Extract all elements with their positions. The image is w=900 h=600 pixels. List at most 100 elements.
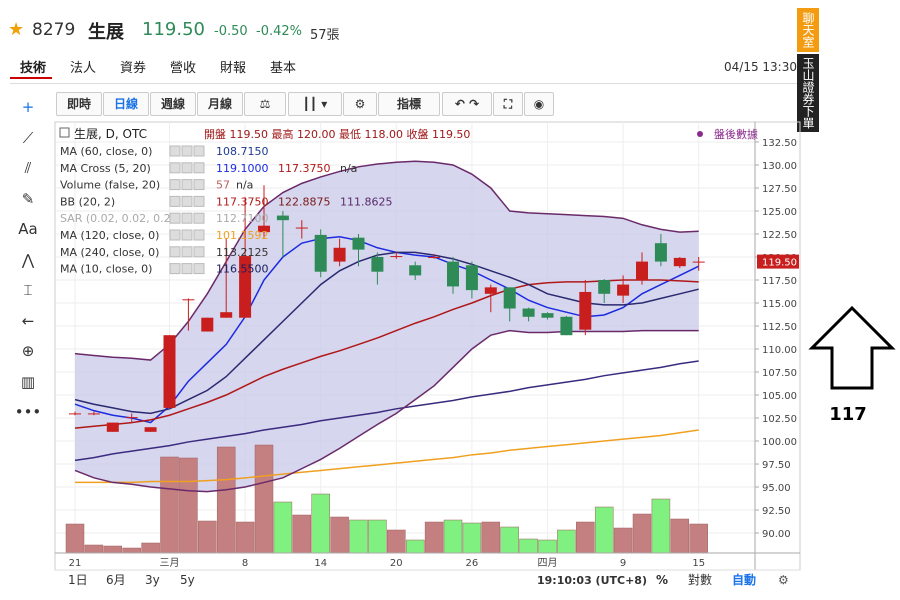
volume-bar (273, 501, 293, 554)
order-button[interactable]: 玉山證券下單 (797, 54, 819, 132)
candle-body (636, 261, 648, 280)
text-tool[interactable]: Aa (18, 220, 38, 238)
bb-fill (75, 161, 699, 492)
snapshot-button[interactable]: ◉ (524, 92, 554, 116)
tool[interactable]: ✎ (21, 189, 35, 208)
tool[interactable]: ⌶ (23, 281, 33, 299)
volume-bar (557, 529, 576, 554)
candle-body (579, 291, 592, 330)
y-tick-label: 130.00 (762, 161, 797, 172)
y-tick-label: 100.00 (762, 437, 797, 448)
range-button[interactable]: 1日 (68, 573, 88, 587)
y-tick-label: 97.50 (762, 460, 791, 471)
tool[interactable]: ••• (14, 403, 42, 421)
price-tag-label: 119.50 (762, 258, 797, 269)
toolbar-button[interactable]: 即時 (56, 92, 102, 116)
volume-bar (405, 539, 425, 554)
volume-bar (160, 456, 179, 554)
tab[interactable]: 技術 (20, 61, 47, 76)
candle-body (598, 279, 611, 294)
tool[interactable]: ▥ (20, 372, 36, 391)
stock-code: 8279 (32, 20, 76, 40)
x-tick-label: 15 (692, 558, 705, 569)
fullscreen-button[interactable]: ⛶ (493, 92, 523, 116)
indicator-line (74, 360, 699, 462)
tab[interactable]: 資券 (120, 61, 147, 76)
auto-toggle[interactable]: 自動 (732, 572, 756, 587)
toolbar-button[interactable]: 月線 (197, 92, 243, 116)
settings-button[interactable]: ⚙ (343, 92, 377, 116)
candle-body (239, 256, 252, 318)
tool[interactable]: ⟋ (22, 128, 34, 147)
study-icon (193, 179, 205, 191)
tool[interactable]: + (21, 98, 35, 116)
volume-bar (368, 519, 387, 554)
volume-bar (179, 457, 198, 554)
indicator-line (74, 235, 700, 424)
tool[interactable]: ← (21, 311, 35, 330)
study-icon (181, 229, 193, 241)
y-tick-label: 110.00 (762, 345, 797, 356)
candle-body (87, 413, 100, 415)
candle-body (503, 287, 516, 309)
toolbar-button[interactable]: 週線 (150, 92, 196, 116)
tab[interactable]: 財報 (220, 61, 247, 76)
chart-style-button[interactable]: ┃┃ ▾ (288, 92, 342, 116)
study-value: 108.7150 (216, 145, 269, 158)
range-button[interactable]: 6月 (106, 573, 126, 587)
annotation-arrow (808, 305, 896, 390)
log-toggle[interactable]: 對數 (688, 573, 712, 587)
indicator-button[interactable]: 指標 (378, 92, 440, 116)
tab[interactable]: 基本 (270, 61, 297, 76)
study-name: Volume (false, 20) (60, 179, 160, 192)
candle-body (541, 313, 554, 318)
favorite-star[interactable]: ★ (8, 19, 25, 40)
volume-bar (689, 523, 708, 554)
study-value: 122.8875 (278, 195, 331, 208)
study-value: 119.1000 (216, 162, 269, 175)
range-button[interactable]: 3y (145, 573, 160, 587)
tool[interactable]: ⊕ (21, 342, 35, 360)
study-icon (193, 212, 205, 224)
percent-toggle[interactable]: % (656, 573, 668, 587)
tab[interactable]: 營收 (170, 61, 197, 76)
volume-bar (235, 521, 255, 554)
range-button[interactable]: 5y (180, 573, 195, 587)
candle-body (314, 234, 327, 272)
candle-body (144, 427, 157, 432)
chat-button[interactable]: 聊天室 (797, 8, 819, 52)
legend-toggle (59, 127, 70, 138)
volume-bar (198, 520, 217, 554)
compare-button[interactable]: ⚖ (244, 92, 286, 116)
candle-body (371, 256, 384, 272)
toolbar-button[interactable]: 日線 (103, 92, 149, 116)
volume-bar (651, 498, 671, 554)
price: 119.50 (142, 19, 205, 40)
volume-bar (65, 523, 85, 554)
volume-bar (500, 526, 519, 554)
study-icon (181, 162, 193, 174)
tool[interactable]: ⫽ (24, 159, 32, 177)
study-icon (169, 229, 181, 241)
candle-body (654, 243, 667, 262)
candle-body (276, 215, 289, 221)
study-value: 112.7100 (216, 212, 269, 225)
y-tick-label: 95.00 (762, 483, 791, 494)
tab[interactable]: 法人 (70, 61, 97, 76)
undo-redo[interactable]: ↶ ↷ (442, 92, 492, 116)
after-hours-label: 盤後數據 (714, 127, 758, 141)
tool[interactable]: ⋀ (21, 250, 35, 269)
volume-bar (594, 506, 614, 554)
x-tick-label: 三月 (160, 557, 180, 569)
volume-bar (538, 539, 557, 554)
candle-body (333, 247, 346, 262)
candle-body (258, 225, 270, 233)
axis-settings[interactable]: ⚙ (778, 573, 789, 587)
candle-body (106, 422, 119, 432)
drawing-toolbar: + ⟋ ⫽ ✎ Aa ⋀ ⌶ ← ⊕ ▥ ••• (12, 92, 44, 432)
study-icon (193, 145, 205, 157)
study-value: 113.2125 (216, 246, 269, 259)
study-icon (181, 195, 193, 207)
volume: 57張 (310, 28, 340, 43)
candle-body (390, 256, 403, 258)
